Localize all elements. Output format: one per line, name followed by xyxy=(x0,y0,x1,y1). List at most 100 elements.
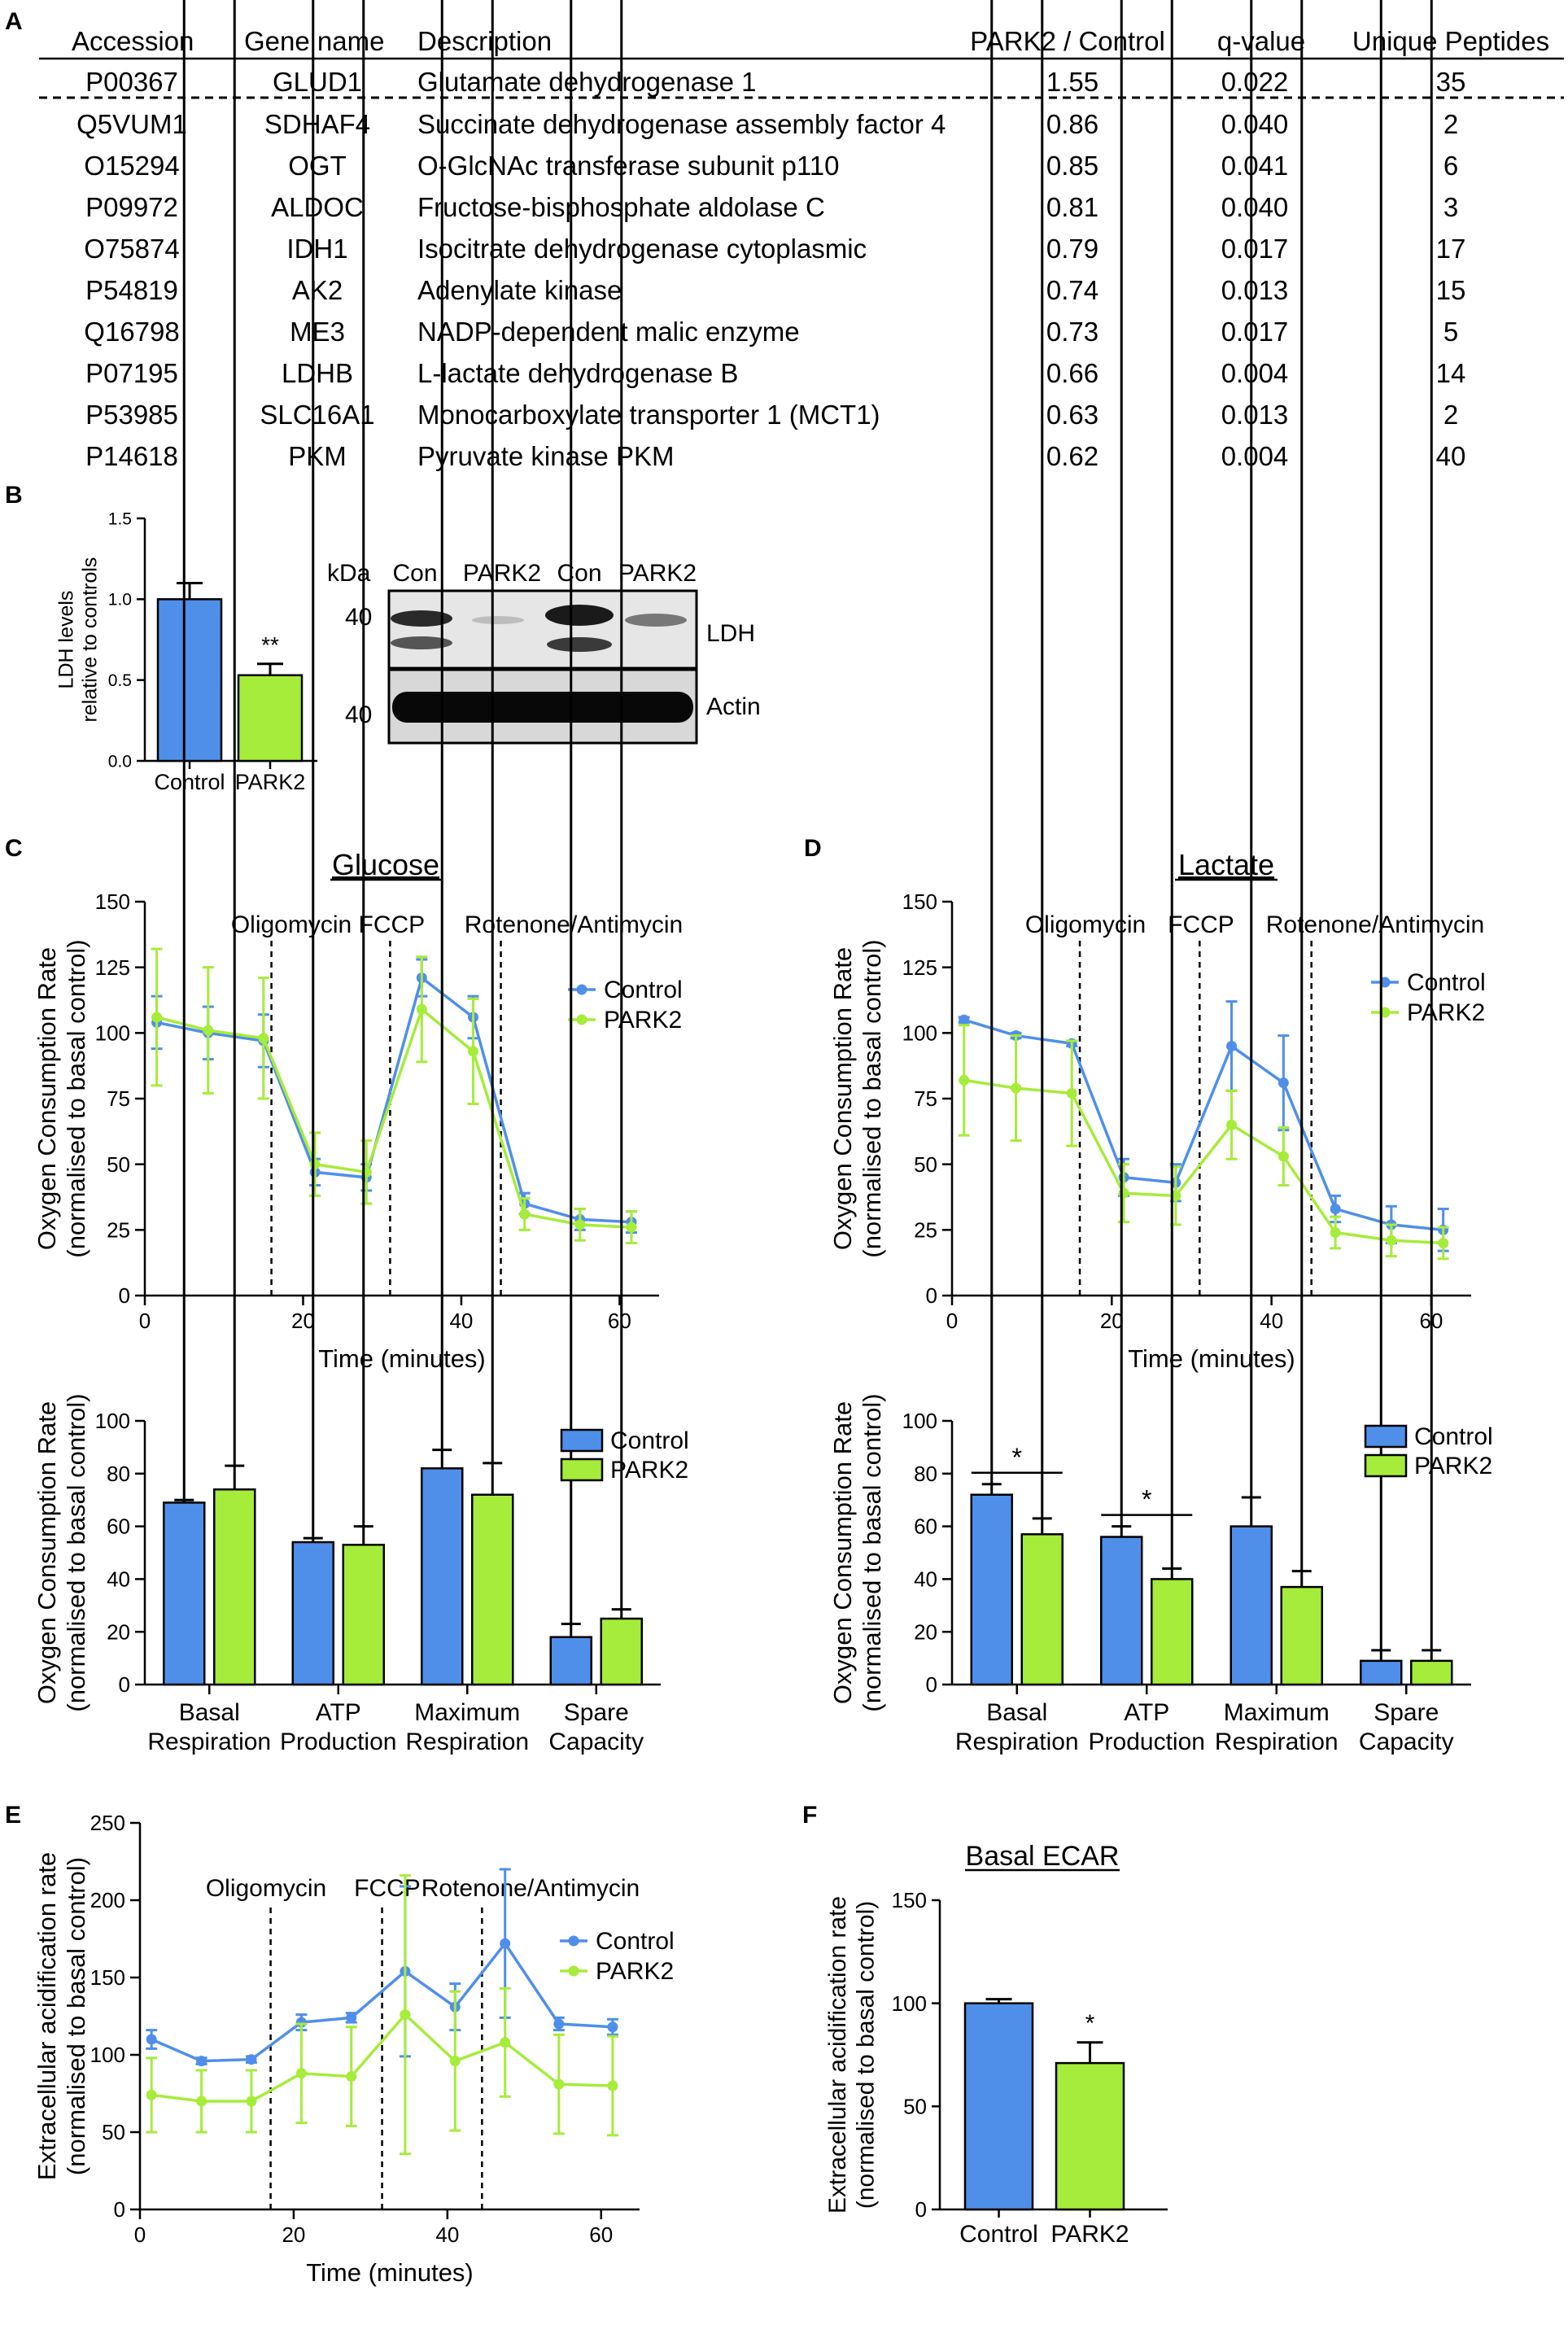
ldh-band xyxy=(625,614,687,627)
y-tick-label: 50 xyxy=(102,2120,125,2144)
injection-label: FCCP xyxy=(354,1875,421,1902)
y-tick-label: 0 xyxy=(926,1283,937,1308)
table-cell: NADP-dependent malic enzyme xyxy=(417,317,800,347)
y-tick-label: 150 xyxy=(892,1888,927,1912)
y-axis-label: Oxygen Consumption Rate xyxy=(828,1401,857,1704)
data-point xyxy=(146,2089,157,2100)
injection-label: Oligomycin xyxy=(1025,911,1146,938)
data-point xyxy=(500,2037,511,2048)
table-cell: 5 xyxy=(1444,317,1458,347)
blot-marker-ldh: 40 xyxy=(345,604,372,631)
bar-control xyxy=(1100,1536,1143,1686)
ldh-band xyxy=(391,610,452,627)
data-point xyxy=(346,2012,357,2023)
data-point xyxy=(1226,1040,1238,1051)
data-point xyxy=(1438,1237,1449,1248)
table-cell: 0.004 xyxy=(1221,441,1289,471)
x-tick-label: Respiration xyxy=(1215,1728,1339,1755)
y-axis-label: (normalised to basal control) xyxy=(62,1857,90,2175)
x-axis-label: Time (minutes) xyxy=(1128,1344,1295,1373)
y-axis-label: Oxygen Consumption Rate xyxy=(33,947,61,1250)
x-tick-label: Maximum xyxy=(1224,1699,1330,1726)
x-tick-label: Respiration xyxy=(955,1728,1079,1755)
data-point xyxy=(1386,1235,1397,1246)
injection-label: Rotenone/Antimycin xyxy=(1266,911,1484,938)
bar-control xyxy=(421,1467,464,1686)
ecar-line-chart: 0 50 100 150 200 250 0 20 40 60 Time (minutes) Extr… xyxy=(33,1811,675,2287)
table-cell: 0.86 xyxy=(1046,109,1098,139)
injection-label: Oligomycin FCCP xyxy=(231,911,425,938)
table-row: Q16798 ME3 NADP-dependent malic enzyme 0.73… xyxy=(84,317,1458,347)
x-tick-label: Production xyxy=(1089,1728,1205,1755)
table-cell: 35 xyxy=(1436,67,1466,97)
x-tick-label: Spare xyxy=(564,1699,629,1726)
legend-label: Control xyxy=(1407,969,1486,996)
x-tick-label: 40 xyxy=(435,2222,459,2247)
y-tick-label: 20 xyxy=(107,1619,130,1644)
y-axis-label: (normalised to basal control) xyxy=(62,939,90,1257)
bar-park2 xyxy=(1410,1659,1453,1686)
y-tick-label: 0 xyxy=(119,1283,130,1308)
table-cell: P09972 xyxy=(85,192,178,222)
bar-control xyxy=(1360,1659,1403,1686)
y-tick-label: 20 xyxy=(914,1619,937,1644)
data-point xyxy=(500,1938,511,1949)
table-cell: PKM xyxy=(288,441,347,471)
y-tick-label: 75 xyxy=(107,1086,130,1111)
y-axis-label: (normalised to basal control) xyxy=(858,1393,886,1711)
data-point xyxy=(553,2018,565,2030)
y-tick-label: 250 xyxy=(90,1811,125,1835)
y-tick-label: 80 xyxy=(107,1462,130,1486)
ldh-band xyxy=(545,605,614,626)
panel-label-f: F xyxy=(802,1802,817,1829)
y-tick-label: 150 xyxy=(95,889,130,914)
table-cell: 0.040 xyxy=(1221,109,1289,139)
data-point xyxy=(246,2054,257,2065)
significance-marker: * xyxy=(1142,1485,1151,1514)
table-cell: 0.62 xyxy=(1046,441,1098,471)
table-cell: 17 xyxy=(1436,234,1466,264)
data-point xyxy=(151,1012,163,1023)
table-row: P14618 PKM Pyruvate kinase PKM 0.62 0.004 40 xyxy=(85,441,1465,471)
y-tick-label: 0 xyxy=(926,1672,937,1697)
data-point xyxy=(1330,1227,1341,1239)
data-point xyxy=(309,1159,321,1170)
x-tick-label: 60 xyxy=(608,1309,631,1333)
bar-park2 xyxy=(237,674,304,763)
y-tick-label: 0 xyxy=(915,2197,927,2222)
bar-control xyxy=(163,1501,206,1686)
legend-label: PARK2 xyxy=(610,1457,688,1484)
x-tick-label: 20 xyxy=(282,2222,305,2247)
table-cell: 0.041 xyxy=(1221,151,1289,181)
y-tick-label: 80 xyxy=(914,1462,937,1486)
series-line xyxy=(156,975,632,1224)
y-axis-label: LDH levels xyxy=(55,591,78,689)
x-tick-label: 0 xyxy=(134,2222,146,2247)
table-cell: 0.85 xyxy=(1046,151,1098,181)
ldh-band xyxy=(391,636,452,649)
table-header: Unique Peptides xyxy=(1352,26,1549,56)
significance-marker: * xyxy=(1085,2010,1095,2037)
legend-marker xyxy=(568,1965,579,1977)
y-tick-label: 100 xyxy=(902,1409,937,1433)
table-cell: 0.022 xyxy=(1221,67,1289,97)
table-header: q-value xyxy=(1217,26,1305,56)
actin-band xyxy=(392,692,693,723)
data-point xyxy=(959,1014,970,1025)
blot-lane-label: Con xyxy=(392,560,437,587)
x-tick-label: Maximum xyxy=(414,1699,520,1726)
y-axis-label: relative to controls xyxy=(78,557,101,723)
legend-marker xyxy=(576,984,587,995)
table-cell: 0.017 xyxy=(1221,234,1289,264)
table-cell: Glutamate dehydrogenase 1 xyxy=(417,67,756,97)
x-tick-label: Respiration xyxy=(147,1728,271,1755)
x-tick-label: Capacity xyxy=(1359,1728,1454,1755)
y-tick-label: 50 xyxy=(107,1152,130,1177)
x-tick-label: Production xyxy=(280,1728,396,1755)
y-tick-label: 100 xyxy=(90,2043,125,2067)
table-row: Q5VUM1 SDHAF4 Succinate dehydrogenase asse… xyxy=(76,109,1458,139)
legend-label: PARK2 xyxy=(596,1958,674,1985)
y-tick-label: 75 xyxy=(914,1086,937,1111)
